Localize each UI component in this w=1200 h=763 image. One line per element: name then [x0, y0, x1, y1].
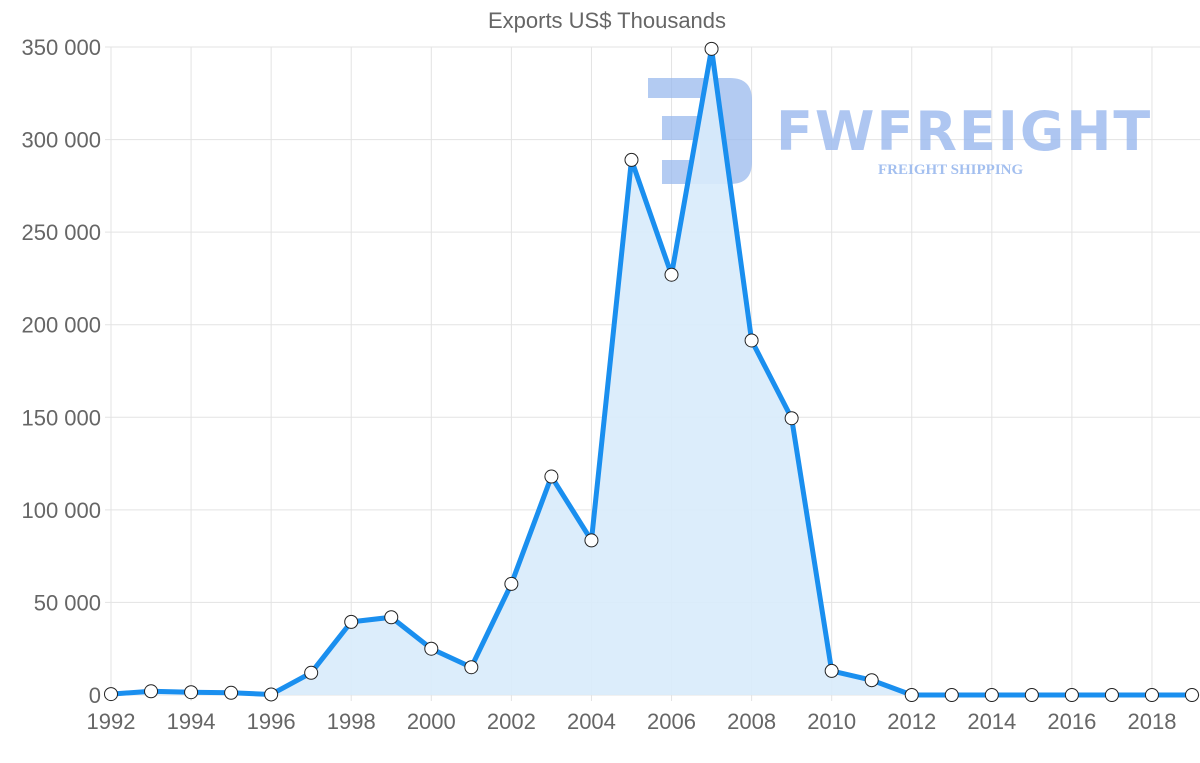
data-point-1993[interactable] — [144, 684, 159, 699]
data-point-1999[interactable] — [384, 610, 399, 625]
data-point-1994[interactable] — [184, 685, 199, 700]
watermark-brand: FWFREIGHT — [776, 100, 1152, 163]
watermark: FWFREIGHT FREIGHT SHIPPING — [648, 78, 1152, 184]
data-point-2014[interactable] — [984, 688, 999, 702]
data-point-2009[interactable] — [784, 411, 799, 426]
grid-lines — [105, 46, 1200, 701]
y-tick-label: 250 000 — [21, 220, 101, 245]
x-tick-label: 2014 — [967, 709, 1016, 734]
chart-title: Exports US$ Thousands — [487, 8, 727, 33]
y-tick-label: 300 000 — [21, 128, 101, 153]
data-point-2006[interactable] — [664, 267, 679, 282]
data-point-2004[interactable] — [584, 533, 599, 548]
data-point-2005[interactable] — [624, 152, 639, 167]
data-point-2007[interactable] — [704, 41, 719, 56]
x-tick-label: 1998 — [327, 709, 376, 734]
data-point-2011[interactable] — [864, 673, 879, 688]
data-point-1992[interactable] — [104, 687, 118, 702]
data-point-2003[interactable] — [544, 469, 559, 484]
area-fill — [111, 48, 1192, 695]
data-point-2019[interactable] — [1185, 688, 1199, 702]
data-line — [110, 46, 1192, 698]
data-point-2002[interactable] — [504, 576, 519, 591]
x-tick-label: 2004 — [567, 709, 616, 734]
data-points — [104, 41, 1199, 702]
data-point-2010[interactable] — [824, 663, 839, 678]
data-point-2012[interactable] — [904, 688, 919, 702]
data-point-1995[interactable] — [224, 685, 239, 700]
x-axis: 1992 1994 1996 1998 2000 2002 2004 2006 2008 2010… — [87, 709, 1177, 734]
x-tick-label: 2010 — [807, 709, 856, 734]
data-point-1996[interactable] — [264, 687, 279, 702]
data-point-2017[interactable] — [1104, 688, 1119, 702]
x-tick-label: 2018 — [1127, 709, 1176, 734]
x-tick-label: 2000 — [407, 709, 456, 734]
x-tick-label: 1992 — [87, 709, 136, 734]
data-point-2008[interactable] — [744, 333, 759, 348]
x-tick-label: 2016 — [1047, 709, 1096, 734]
y-axis: 0 50 000 100 000 150 000 200 000 250 000 300 0… — [21, 35, 101, 708]
x-tick-label: 1996 — [247, 709, 296, 734]
y-tick-label: 50 000 — [34, 590, 101, 615]
data-point-2013[interactable] — [944, 688, 959, 702]
watermark-tagline: FREIGHT SHIPPING — [878, 162, 1023, 178]
y-tick-label: 150 000 — [21, 405, 101, 430]
x-tick-label: 2006 — [647, 709, 696, 734]
data-point-2000[interactable] — [424, 641, 439, 656]
y-tick-label: 0 — [89, 683, 101, 708]
data-point-2018[interactable] — [1144, 688, 1159, 702]
x-tick-label: 2002 — [487, 709, 536, 734]
x-tick-label: 2008 — [727, 709, 776, 734]
data-point-2015[interactable] — [1024, 688, 1039, 702]
data-point-1998[interactable] — [344, 614, 359, 629]
x-tick-label: 1994 — [167, 709, 216, 734]
data-point-2001[interactable] — [464, 660, 479, 675]
y-tick-label: 350 000 — [21, 35, 101, 60]
x-tick-label: 2012 — [887, 709, 936, 734]
data-point-1997[interactable] — [304, 665, 319, 680]
data-point-2016[interactable] — [1064, 688, 1079, 702]
y-tick-label: 100 000 — [21, 498, 101, 523]
y-tick-label: 200 000 — [21, 313, 101, 338]
